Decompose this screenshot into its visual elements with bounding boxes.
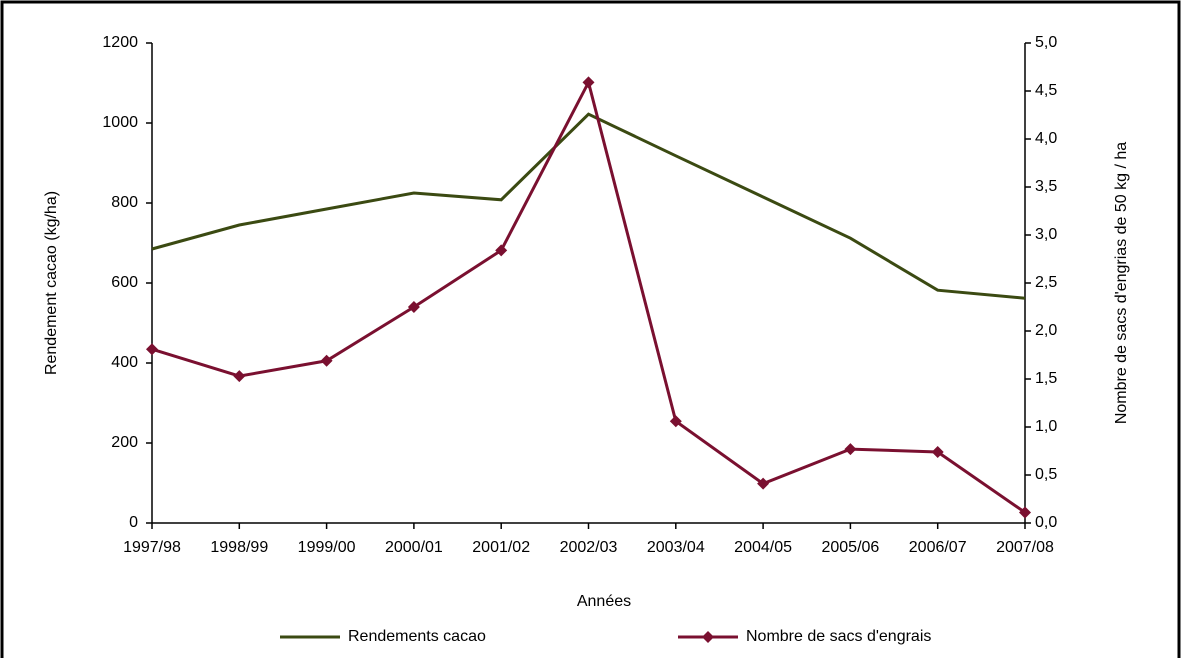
x-tick-label: 2007/08 bbox=[996, 539, 1054, 556]
y2-tick-label: 2,5 bbox=[1035, 274, 1057, 291]
y2-tick-label: 2,0 bbox=[1035, 322, 1057, 339]
x-tick-label: 2003/04 bbox=[647, 539, 705, 556]
point bbox=[757, 477, 770, 490]
y-axis-label: Rendement cacao (kg/ha) bbox=[43, 191, 60, 375]
point bbox=[669, 415, 682, 428]
legend-label: Nombre de sacs d'engrais bbox=[746, 628, 931, 645]
legend-marker bbox=[702, 631, 714, 643]
point bbox=[1019, 506, 1031, 519]
y2-tick-label: 0,0 bbox=[1035, 514, 1057, 531]
x-axis-label: Années bbox=[577, 593, 631, 610]
y2-tick-label: 4,5 bbox=[1035, 82, 1057, 99]
y-tick-label: 1000 bbox=[102, 114, 138, 131]
point bbox=[407, 301, 420, 313]
y-tick-label: 600 bbox=[111, 274, 138, 291]
y-tick-label: 0 bbox=[129, 514, 138, 531]
point bbox=[233, 370, 246, 383]
y2-tick-label: 1,0 bbox=[1035, 418, 1057, 435]
point bbox=[844, 443, 857, 456]
y2-tick-label: 4,0 bbox=[1035, 130, 1057, 147]
x-tick-label: 2000/01 bbox=[385, 539, 443, 556]
y-tick-label: 200 bbox=[111, 434, 138, 451]
x-tick-label: 2001/02 bbox=[472, 539, 530, 556]
point bbox=[320, 354, 333, 367]
y-tick-label: 800 bbox=[111, 194, 138, 211]
point bbox=[146, 343, 158, 356]
y2-tick-label: 1,5 bbox=[1035, 370, 1057, 387]
y2-tick-label: 3,0 bbox=[1035, 226, 1057, 243]
x-tick-label: 2004/05 bbox=[734, 539, 792, 556]
y-tick-label: 1200 bbox=[102, 34, 138, 51]
x-tick-label: 2002/03 bbox=[560, 539, 618, 556]
y2-tick-label: 5,0 bbox=[1035, 34, 1057, 51]
y2-axis-label: Nombre de sacs d'engrias de 50 kg / ha bbox=[1113, 142, 1130, 424]
legend-label: Rendements cacao bbox=[348, 628, 486, 645]
point bbox=[931, 445, 944, 458]
series-line bbox=[151, 112, 1026, 300]
x-tick-label: 1998/99 bbox=[210, 539, 268, 556]
y2-tick-label: 3,5 bbox=[1035, 178, 1057, 195]
x-tick-label: 2005/06 bbox=[821, 539, 879, 556]
x-tick-label: 1999/00 bbox=[298, 539, 356, 556]
x-tick-label: 1997/98 bbox=[123, 539, 181, 556]
x-tick-label: 2006/07 bbox=[909, 539, 967, 556]
y2-tick-label: 0,5 bbox=[1035, 466, 1057, 483]
point bbox=[582, 76, 595, 89]
point bbox=[495, 244, 508, 257]
y-tick-label: 400 bbox=[111, 354, 138, 371]
